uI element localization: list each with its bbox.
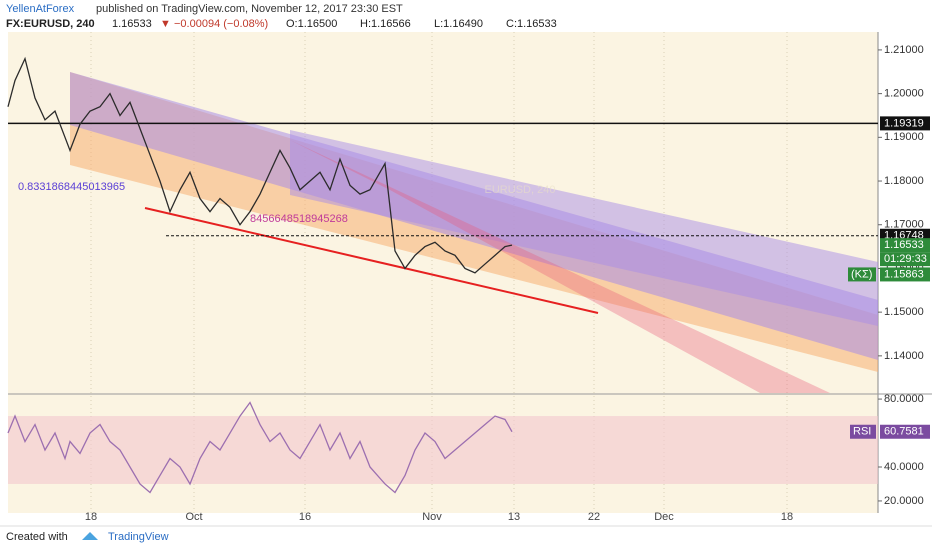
brand[interactable]: TradingView (108, 531, 169, 543)
y-tick-label: 80.0000 (884, 393, 924, 405)
watermark: EURUSD, 240 (485, 184, 556, 196)
countdown-box (880, 252, 930, 267)
indicator-tag: (KΣ) (851, 268, 872, 280)
annotation: 8456648518945268 (250, 213, 348, 225)
rsi-band (8, 416, 878, 484)
x-tick-label: 18 (781, 511, 793, 523)
last: 1.16533 (112, 18, 152, 30)
x-tick-label: Oct (185, 511, 202, 523)
x-tick-label: Nov (422, 511, 442, 523)
indicator-value: 1.15863 (884, 268, 924, 280)
high: H:1.16566 (360, 18, 411, 30)
y-tick-label: 1.14000 (884, 350, 924, 362)
change: −0.00094 (−0.08%) (174, 18, 268, 30)
series-name: RSI (853, 426, 871, 438)
open: O:1.16500 (286, 18, 337, 30)
trend-line (144, 207, 599, 314)
logo (82, 532, 98, 540)
y-tick-label: 1.17000 (884, 219, 924, 231)
publisher: YellenAtForex (6, 3, 75, 15)
symbol: FX:EURUSD, 240 (6, 18, 95, 30)
purple-channel-2 (290, 130, 878, 326)
last-rsi: 60.7581 (884, 426, 924, 438)
y-tick-label: 20.0000 (884, 495, 924, 507)
series-name-box (850, 424, 876, 439)
x-tick-label: 16 (299, 511, 311, 523)
red-fan (290, 140, 830, 393)
last-price: 1.16533 (884, 239, 924, 251)
low: L:1.16490 (434, 18, 483, 30)
created-with: Created with (6, 531, 68, 543)
annotation: 0.8331868445013965 (18, 181, 125, 193)
published: published on TradingView.com, November 1… (96, 3, 403, 15)
last-price-box (880, 238, 930, 253)
channels (70, 72, 878, 393)
y-tick-label: 1.20000 (884, 88, 924, 100)
y-tick-label: 1.18000 (884, 175, 924, 187)
countdown: 01:29:33 (884, 253, 927, 265)
hline-label-box (880, 116, 930, 131)
series-line (7, 401, 513, 494)
indicator-value-box (880, 267, 930, 282)
indicator-tag-box (848, 267, 876, 282)
y-tick-label: 1.21000 (884, 44, 924, 56)
x-tick-label: 13 (508, 511, 520, 523)
hline-label: 1.19319 (884, 117, 924, 129)
close: C:1.16533 (506, 18, 557, 30)
y-tick-label: 1.19000 (884, 131, 924, 143)
series-line (7, 56, 513, 274)
y-tick-label: 40.0000 (884, 461, 924, 473)
x-tick-label: Dec (654, 511, 674, 523)
last-rsi-box (880, 424, 930, 439)
arrow: ▼ (160, 18, 171, 30)
y-tick-label: 1.15000 (884, 306, 924, 318)
x-tick-label: 22 (588, 511, 600, 523)
x-tick-label: 18 (85, 511, 97, 523)
